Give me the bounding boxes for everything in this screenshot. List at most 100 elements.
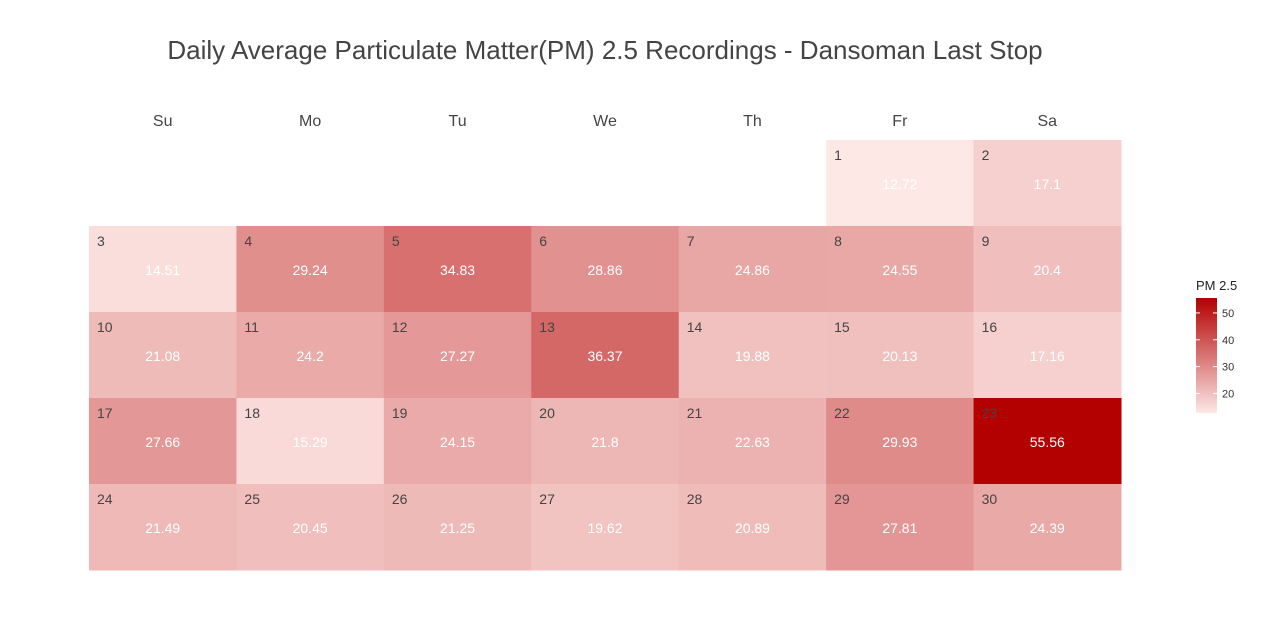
day-number: 14: [687, 319, 703, 335]
legend-tick-label: 50: [1222, 308, 1234, 320]
day-value: 20.89: [735, 520, 770, 536]
day-cell-9: 920.4: [973, 226, 1122, 313]
legend-title: PM 2.5: [1196, 278, 1237, 293]
day-value: 29.24: [293, 262, 328, 278]
day-cell-24: 24 21.49: [89, 484, 237, 571]
day-value: 24.39: [1030, 520, 1065, 536]
calendar-cells: 112.72217.1314.51429.24534.83628.86724.8…: [89, 140, 1122, 571]
day-number: 8: [834, 233, 842, 249]
day-cell-fill: [531, 398, 680, 485]
day-number: 12: [392, 319, 408, 335]
day-cell-17: 17 27.66: [89, 398, 237, 485]
day-cell-1: 112.72: [826, 140, 975, 227]
color-legend: PM 2.5 20 30 40 50: [1196, 278, 1237, 413]
day-cell-4: 429.24: [236, 226, 385, 313]
day-value: 14.51: [145, 262, 180, 278]
day-cell-fill: [826, 226, 975, 313]
day-value: 21.49: [145, 520, 180, 536]
day-number: 5: [392, 233, 400, 249]
day-cell-14: 14 19.88: [678, 312, 827, 399]
day-cell-fill: [973, 484, 1122, 571]
day-value: 27.81: [882, 520, 917, 536]
day-value: 20.45: [293, 520, 328, 536]
day-value: 24.86: [735, 262, 770, 278]
day-cell-fill: [531, 312, 680, 399]
weekday-label-fr: Fr: [892, 113, 908, 130]
day-cell-12: 12 27.27: [383, 312, 532, 399]
legend-color-bar: [1196, 298, 1217, 413]
day-cell-13: 13 36.37: [531, 312, 680, 399]
day-number: 15: [834, 319, 850, 335]
day-cell-5: 534.83: [383, 226, 532, 313]
day-value: 34.83: [440, 262, 475, 278]
weekday-header: Su Mo Tu We Th Fr Sa: [153, 113, 1057, 130]
day-cell-fill: [383, 484, 532, 571]
day-cell-fill: [89, 226, 237, 313]
legend-tick-label: 30: [1222, 362, 1234, 374]
day-cell-2: 217.1: [973, 140, 1122, 227]
day-value: 20.4: [1034, 262, 1061, 278]
day-cell-fill: [383, 312, 532, 399]
day-cell-fill: [678, 484, 827, 571]
day-cell-21: 21 22.63: [678, 398, 827, 485]
day-value: 27.66: [145, 434, 180, 450]
day-value: 20.13: [882, 348, 917, 364]
day-value: 17.1: [1034, 176, 1061, 192]
day-number: 6: [539, 233, 547, 249]
weekday-label-su: Su: [153, 113, 173, 130]
day-cell-3: 314.51: [89, 226, 237, 313]
day-cell-fill: [531, 226, 680, 313]
day-cell-fill: [973, 226, 1122, 313]
day-number: 2: [982, 147, 990, 163]
day-cell-25: 25 20.45: [236, 484, 385, 571]
day-cell-fill: [236, 226, 385, 313]
day-number: 26: [392, 491, 408, 507]
day-value: 15.29: [293, 434, 328, 450]
day-cell-6: 628.86: [531, 226, 680, 313]
day-value: 12.72: [882, 176, 917, 192]
day-number: 16: [982, 319, 998, 335]
day-number: 7: [687, 233, 695, 249]
day-number: 29: [834, 491, 850, 507]
chart-title: Daily Average Particulate Matter(PM) 2.5…: [167, 35, 1042, 65]
day-value: 19.88: [735, 348, 770, 364]
day-value: 21.25: [440, 520, 475, 536]
day-cell-fill: [826, 484, 975, 571]
day-number: 1: [834, 147, 842, 163]
day-number: 22: [834, 405, 850, 421]
day-cell-30: 30 24.39: [973, 484, 1122, 571]
day-number: 25: [244, 491, 260, 507]
day-cell-11: 11 24.2: [236, 312, 385, 399]
day-cell-29: 29 27.81: [826, 484, 975, 571]
weekday-label-th: Th: [743, 113, 762, 130]
day-cell-27: 27 19.62: [531, 484, 680, 571]
day-cell-fill: [826, 140, 975, 227]
day-cell-10: 10 21.08: [89, 312, 237, 399]
day-number: 17: [97, 405, 113, 421]
day-cell-fill: [236, 398, 385, 485]
day-value: 28.86: [587, 262, 622, 278]
day-cell-8: 824.55: [826, 226, 975, 313]
day-cell-fill: [383, 226, 532, 313]
day-cell-28: 28 20.89: [678, 484, 827, 571]
legend-tick-label: 40: [1222, 335, 1234, 347]
day-value: 36.37: [587, 348, 622, 364]
day-number: 19: [392, 405, 408, 421]
day-value: 27.27: [440, 348, 475, 364]
legend-tick-label: 20: [1222, 388, 1234, 400]
day-value: 24.2: [297, 348, 324, 364]
day-cell-fill: [236, 312, 385, 399]
day-cell-fill: [236, 484, 385, 571]
day-cell-20: 20 21.8: [531, 398, 680, 485]
day-number: 27: [539, 491, 555, 507]
day-value: 24.15: [440, 434, 475, 450]
day-value: 17.16: [1030, 348, 1065, 364]
day-cell-18: 18 15.29: [236, 398, 385, 485]
day-value: 22.63: [735, 434, 770, 450]
day-cell-26: 26 21.25: [383, 484, 532, 571]
day-number: 9: [982, 233, 990, 249]
day-value: 21.8: [591, 434, 618, 450]
day-cell-fill: [678, 226, 827, 313]
day-cell-fill: [826, 312, 975, 399]
day-cell-16: 16 17.16: [973, 312, 1122, 399]
